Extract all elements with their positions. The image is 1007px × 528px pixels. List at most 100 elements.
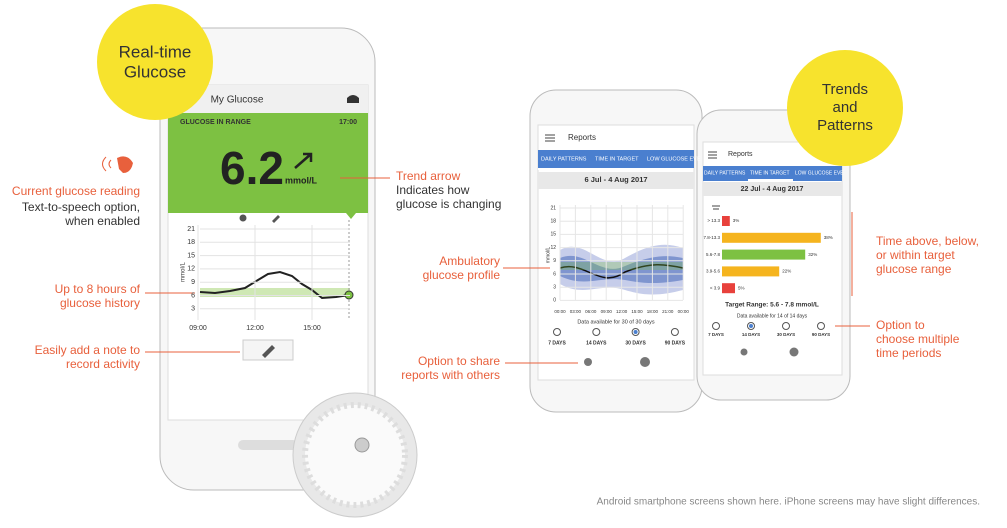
date-bar xyxy=(703,182,842,196)
target-band xyxy=(200,288,350,297)
menu-icon[interactable] xyxy=(708,151,717,159)
bell-icon[interactable] xyxy=(347,95,359,103)
y-tick-label: 12 xyxy=(187,266,195,273)
screen-title: Reports xyxy=(728,151,753,158)
agp-median xyxy=(559,264,684,279)
callout: or within target xyxy=(876,248,955,262)
y-tick-label: 15 xyxy=(187,252,195,259)
radio[interactable] xyxy=(592,328,601,336)
y-tick-label: 0 xyxy=(553,298,556,304)
callout: Easily add a note to xyxy=(35,343,141,357)
axis-label: mmol/L xyxy=(181,262,187,282)
tab[interactable]: LOW GLUCOSE EVE xyxy=(795,170,844,176)
badge-text: and xyxy=(832,99,857,116)
period-option[interactable]: 14 DAYS xyxy=(742,332,760,337)
trend-arrow xyxy=(294,152,313,169)
period-option[interactable]: 30 DAYS xyxy=(777,332,795,337)
y-tick-label: 6 xyxy=(553,271,556,277)
callout: reports with others xyxy=(401,368,500,382)
y-tick-label: 21 xyxy=(187,226,195,233)
pointer xyxy=(346,213,356,219)
date-bar xyxy=(538,172,694,189)
callout: record activity xyxy=(66,357,140,371)
sensor-center xyxy=(354,437,370,453)
x-tick-label: 06:00 xyxy=(585,309,597,314)
tab[interactable]: TIME IN TARGET xyxy=(595,156,639,162)
callout: glucose history xyxy=(60,296,140,310)
sensor-ridge xyxy=(302,402,408,508)
food-icon xyxy=(239,214,247,222)
period-option[interactable]: 7 DAYS xyxy=(548,340,566,346)
period-option[interactable]: 90 DAYS xyxy=(665,340,686,346)
tab[interactable]: DAILY PATTERNS xyxy=(541,156,587,162)
tab[interactable]: TIME IN TARGET xyxy=(750,170,790,176)
share-icon[interactable] xyxy=(740,348,748,356)
glucose-reading: 6.2 xyxy=(220,142,284,194)
period-option[interactable]: 90 DAYS xyxy=(812,332,830,337)
callout: choose multiple xyxy=(876,332,960,346)
radio[interactable] xyxy=(782,322,790,330)
bar-value: 5% xyxy=(738,285,745,290)
screen-title: My Glucose xyxy=(211,95,264,106)
leader-lines xyxy=(145,177,870,364)
period-option[interactable]: 14 DAYS xyxy=(586,340,607,346)
home-button xyxy=(238,440,298,450)
radio[interactable] xyxy=(670,328,679,336)
data-note: Data available for 30 of 30 days xyxy=(577,319,655,325)
active-tab xyxy=(748,179,793,181)
active-tab xyxy=(538,168,588,170)
info-icon[interactable] xyxy=(789,347,799,357)
data-note: Data available for 14 of 14 days xyxy=(737,313,808,319)
x-tick-label: 09:00 xyxy=(189,325,207,332)
bar xyxy=(722,283,735,294)
bar-value: 38% xyxy=(824,235,833,240)
bar xyxy=(722,216,730,226)
y-tick-label: 18 xyxy=(550,219,556,225)
filter-icon xyxy=(712,205,720,210)
note-icon xyxy=(272,215,280,223)
banner-time: 17:00 xyxy=(339,119,357,126)
y-tick-label: 6 xyxy=(191,292,195,299)
badge-text: Glucose xyxy=(124,62,186,81)
bar-label: 5.6-7.8 xyxy=(706,252,721,257)
bar-label: 3.9-5.6 xyxy=(706,269,721,274)
bar-label: < 3.9 xyxy=(710,285,721,290)
callout: Trend arrow xyxy=(396,169,461,183)
badge xyxy=(787,50,903,166)
tab-bar xyxy=(703,166,842,181)
bar-value: 22% xyxy=(782,269,791,274)
badge-text: Real-time xyxy=(119,42,192,61)
y-tick-label: 3 xyxy=(553,285,556,291)
banner-label: GLUCOSE IN RANGE xyxy=(180,119,251,126)
bar-label: 7.8-13.3 xyxy=(703,235,720,240)
speech-icon xyxy=(117,156,133,173)
radio[interactable] xyxy=(712,322,720,330)
pencil-icon xyxy=(262,345,275,358)
x-tick-label: 15:00 xyxy=(631,309,643,314)
callout: Option to xyxy=(876,318,925,332)
radio[interactable] xyxy=(817,322,825,330)
radio[interactable] xyxy=(553,328,561,336)
screen-title: Reports xyxy=(568,133,596,142)
callout: glucose is changing xyxy=(396,197,501,211)
menu-icon[interactable] xyxy=(545,134,555,142)
tab[interactable]: LOW GLUCOSE EVE xyxy=(647,156,701,162)
glucose-curve xyxy=(199,270,350,300)
x-tick-label: 12:00 xyxy=(616,309,628,314)
y-tick-label: 21 xyxy=(550,205,556,211)
info-icon[interactable] xyxy=(640,357,650,367)
period-option[interactable]: 7 DAYS xyxy=(708,332,724,337)
glucose-unit: mmol/L xyxy=(285,175,318,185)
x-tick-label: 15:00 xyxy=(303,325,321,332)
callout: Text-to-speech option, xyxy=(22,200,140,214)
tab[interactable]: DAILY PATTERNS xyxy=(704,170,746,176)
bar-value: 32% xyxy=(808,252,817,257)
bar xyxy=(722,266,780,277)
y-tick-label: 9 xyxy=(553,258,556,264)
period-option[interactable]: 30 DAYS xyxy=(625,340,646,346)
y-tick-label: 9 xyxy=(191,279,195,286)
badge xyxy=(97,4,213,120)
badge-text: Trends xyxy=(822,81,868,98)
share-icon[interactable] xyxy=(584,358,592,366)
